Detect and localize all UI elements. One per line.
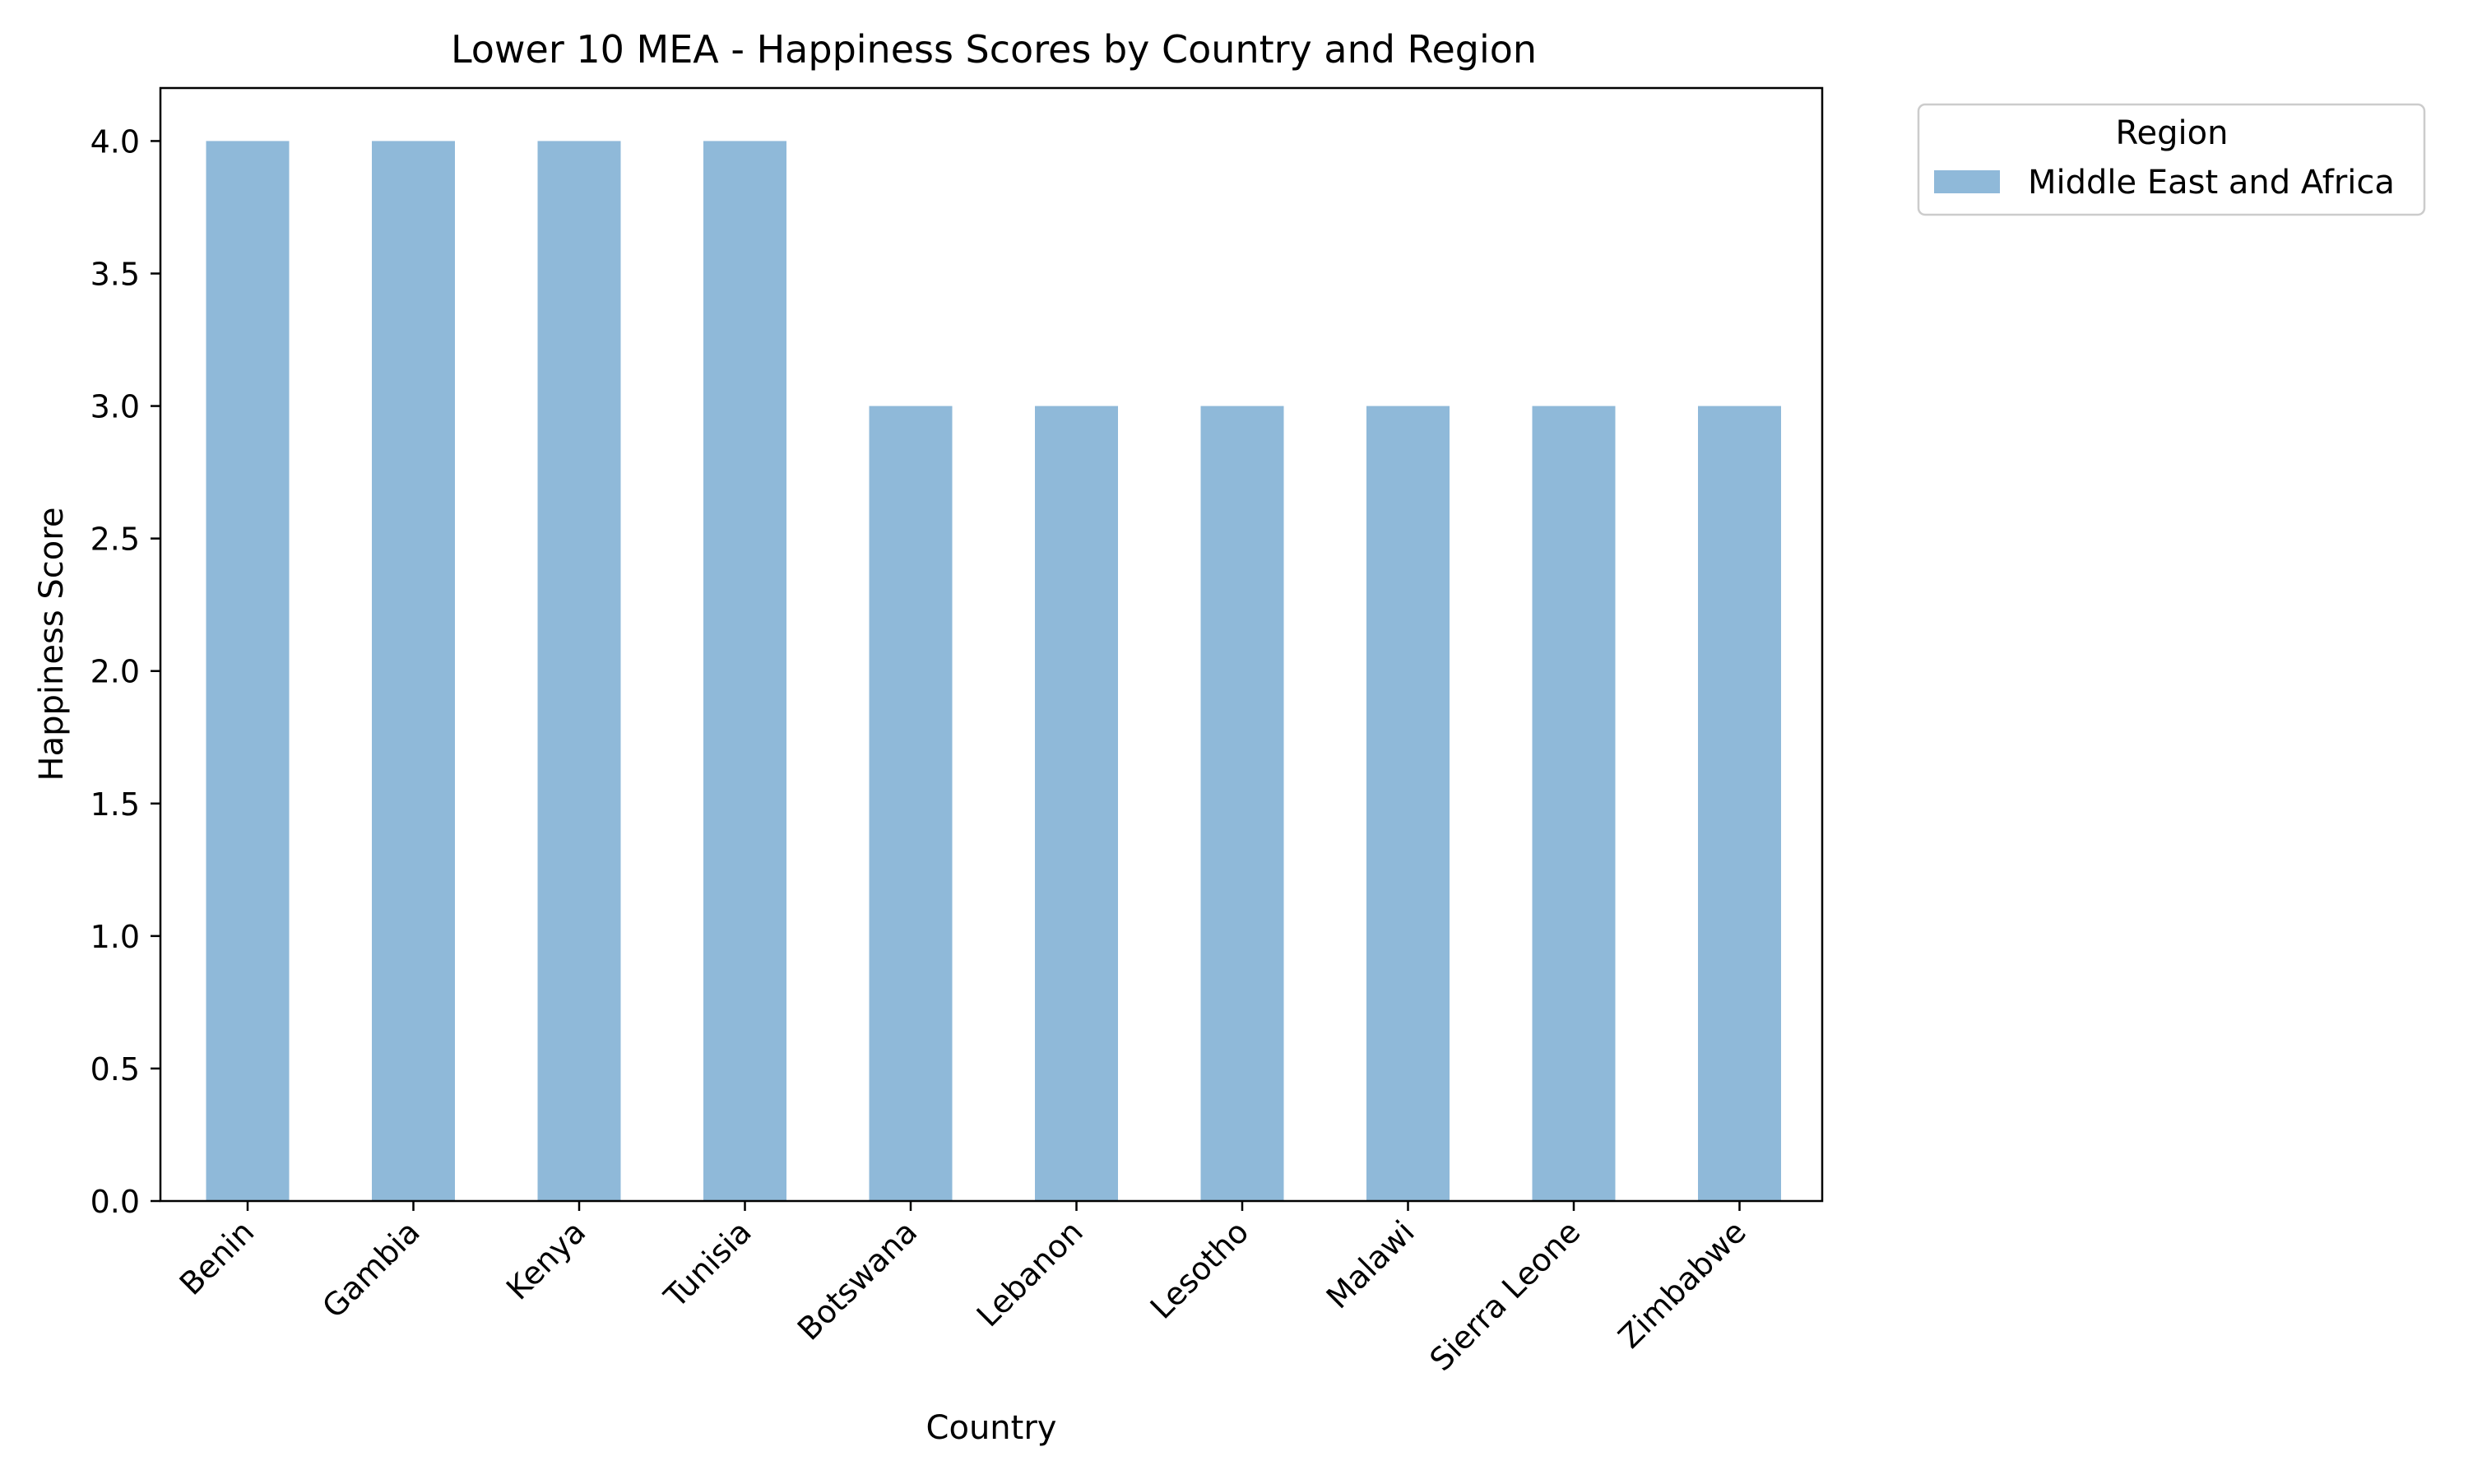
x-axis-label: Country	[926, 1409, 1057, 1447]
bar-zimbabwe	[1698, 406, 1781, 1202]
y-tick-label: 1.5	[90, 786, 140, 823]
legend-title: Region	[2116, 114, 2229, 152]
y-tick-label: 0.0	[90, 1184, 140, 1220]
y-axis-label: Happiness Score	[33, 508, 71, 781]
bar-benin	[206, 141, 290, 1201]
y-tick-label: 2.5	[90, 522, 140, 558]
bar-sierra-leone	[1532, 406, 1616, 1202]
bar-lesotho	[1200, 406, 1284, 1202]
bar-gambia	[372, 141, 455, 1201]
bars-layer	[206, 141, 1781, 1202]
y-tick-label: 1.0	[90, 919, 140, 955]
legend-frame	[1917, 103, 2426, 216]
chart-title: Lower 10 MEA - Happiness Scores by Count…	[451, 27, 1537, 72]
bar-kenya	[537, 141, 621, 1201]
y-tick-label: 3.0	[90, 389, 140, 425]
y-axis-ticks: 0.0 0.5 1.0 1.5 2.0 2.5 3.0 3.5 4.0	[90, 123, 160, 1220]
bar-tunisia	[703, 141, 786, 1201]
y-tick-label: 3.5	[90, 257, 140, 293]
legend-swatch	[1934, 170, 2000, 193]
y-tick-label: 4.0	[90, 123, 140, 160]
plot-frame	[159, 86, 1824, 1203]
y-tick-label: 0.5	[90, 1051, 140, 1087]
legend: Region Middle East and Africa	[1917, 103, 2426, 216]
bar-botswana	[869, 406, 953, 1202]
bar-lebanon	[1035, 406, 1118, 1202]
y-tick-label: 2.0	[90, 654, 140, 690]
bar-malawi	[1366, 406, 1450, 1202]
legend-series-label: Middle East and Africa	[2028, 164, 2395, 202]
